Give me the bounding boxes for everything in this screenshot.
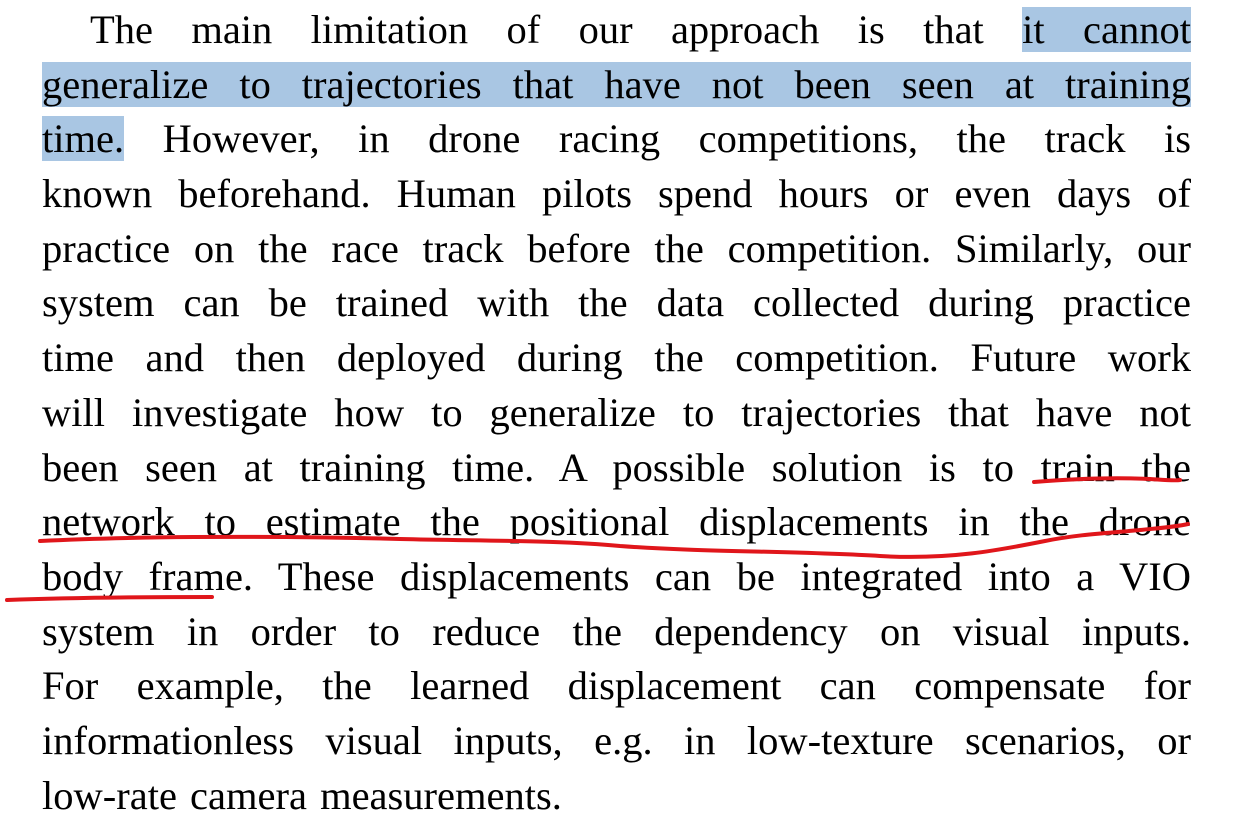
text-segment: will investigate how to generalize to tr… <box>42 390 1191 435</box>
text-segment: been seen at training time. A possible s… <box>42 445 1191 490</box>
text-segment: informationless visual inputs, e.g. in l… <box>42 718 1191 763</box>
text-segment: The main limitation of our approach is t… <box>90 7 1023 52</box>
text-line-4: known beforehand. Human pilots spend hou… <box>42 166 1191 221</box>
text-line-10: network to estimate the positional displ… <box>42 494 1191 549</box>
text-line-13: For example, the learned displacement ca… <box>42 658 1191 713</box>
text-line-9: been seen at training time. A possible s… <box>42 440 1191 495</box>
highlighted-text: generalize to trajectories that have not… <box>42 62 1191 107</box>
text-segment: practice on the race track before the co… <box>42 226 1191 271</box>
text-line-5: practice on the race track before the co… <box>42 221 1191 276</box>
text-line-3: time. However, in drone racing competiti… <box>42 111 1191 166</box>
text-line-2: generalize to trajectories that have not… <box>42 57 1191 112</box>
text-line-14: informationless visual inputs, e.g. in l… <box>42 713 1191 768</box>
text-segment: network to estimate the positional displ… <box>42 499 1191 544</box>
text-segment: For example, the learned displacement ca… <box>42 663 1191 708</box>
text-segment: system can be trained with the data coll… <box>42 280 1191 325</box>
text-segment: system in order to reduce the dependency… <box>42 609 1191 654</box>
text-segment: However, in drone racing competitions, t… <box>124 116 1191 161</box>
text-segment: known beforehand. Human pilots spend hou… <box>42 171 1191 216</box>
highlighted-text: it cannot <box>1022 7 1191 52</box>
text-line-6: system can be trained with the data coll… <box>42 275 1191 330</box>
text-line-1: The main limitation of our approach is t… <box>90 2 1191 57</box>
highlighted-text: time. <box>42 116 125 161</box>
text-segment: body frame. These displacements can be i… <box>42 554 1191 599</box>
text-segment: time and then deployed during the compet… <box>42 335 1191 380</box>
text-line-8: will investigate how to generalize to tr… <box>42 385 1191 440</box>
text-line-11: body frame. These displacements can be i… <box>42 549 1191 604</box>
text-segment: low-rate camera measurements. <box>42 773 562 818</box>
text-line-12: system in order to reduce the dependency… <box>42 604 1191 659</box>
text-line-7: time and then deployed during the compet… <box>42 330 1191 385</box>
text-line-15: low-rate camera measurements. <box>42 768 1191 823</box>
